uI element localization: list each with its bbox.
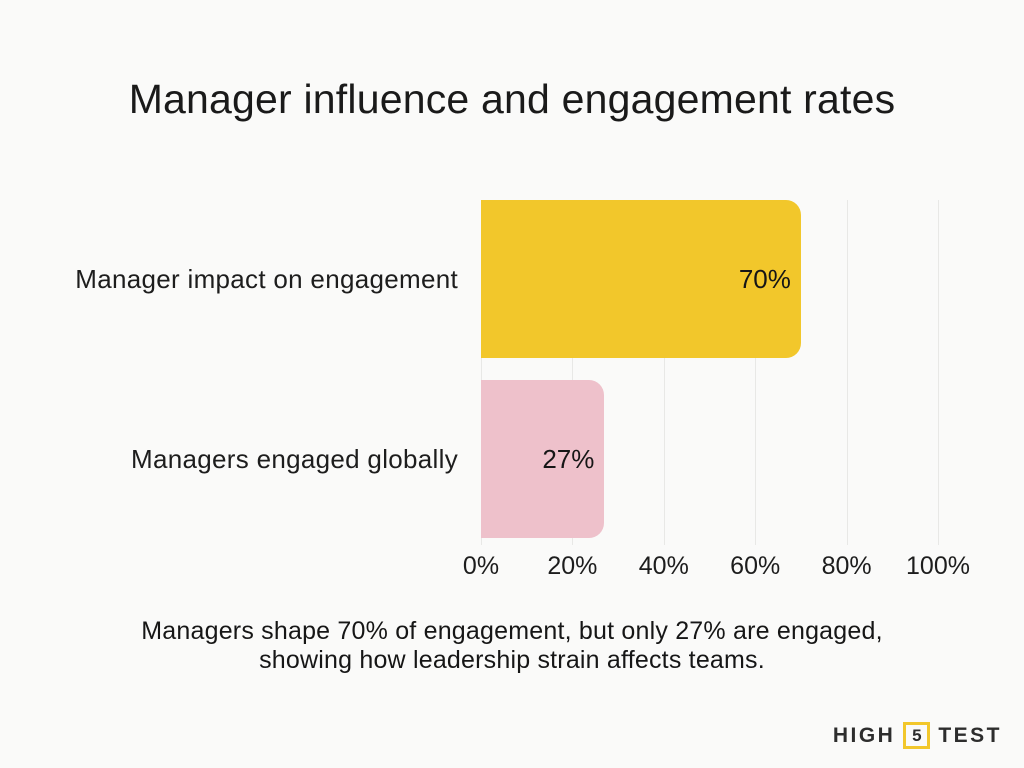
gridline-60% xyxy=(755,200,757,545)
bar-managers-engaged: 27% xyxy=(481,380,605,538)
x-tick-label-80%: 80% xyxy=(821,552,872,580)
x-tick-label-40%: 40% xyxy=(638,552,689,580)
caption-line-1: Managers shape 70% of engagement, but on… xyxy=(141,617,883,645)
gridline-20% xyxy=(572,200,574,545)
gridline-100% xyxy=(938,200,939,545)
x-tick-label-20%: 20% xyxy=(547,552,598,580)
gridline-80% xyxy=(846,200,848,545)
gridline-0% xyxy=(481,200,482,545)
category-label-manager-impact: Manager impact on engagement xyxy=(75,263,458,294)
value-label-managers-engaged: 27% xyxy=(542,443,595,474)
plot-area: 70% 27% 0% 20% 40% 60% 80% 100% xyxy=(463,200,970,580)
chart-caption: Managers shape 70% of engagement, but on… xyxy=(0,617,1024,675)
high5test-logo: HIGH 5 TEST xyxy=(833,722,1002,749)
caption-line-2: showing how leadership strain affects te… xyxy=(259,646,765,674)
x-tick-label-60%: 60% xyxy=(730,552,781,580)
x-tick-label-100%: 100% xyxy=(906,552,970,580)
logo-word-test: TEST xyxy=(938,723,1002,747)
logo-word-high: HIGH xyxy=(832,723,896,747)
x-tick-label-0%: 0% xyxy=(462,552,500,580)
logo-five-box: 5 xyxy=(903,722,931,749)
category-label-managers-engaged: Managers engaged globally xyxy=(131,443,458,474)
value-label-manager-impact: 70% xyxy=(738,263,791,294)
gridline-40% xyxy=(663,200,665,545)
chart-title: Manager influence and engagement rates xyxy=(128,76,896,122)
bar-manager-impact: 70% xyxy=(481,200,801,358)
